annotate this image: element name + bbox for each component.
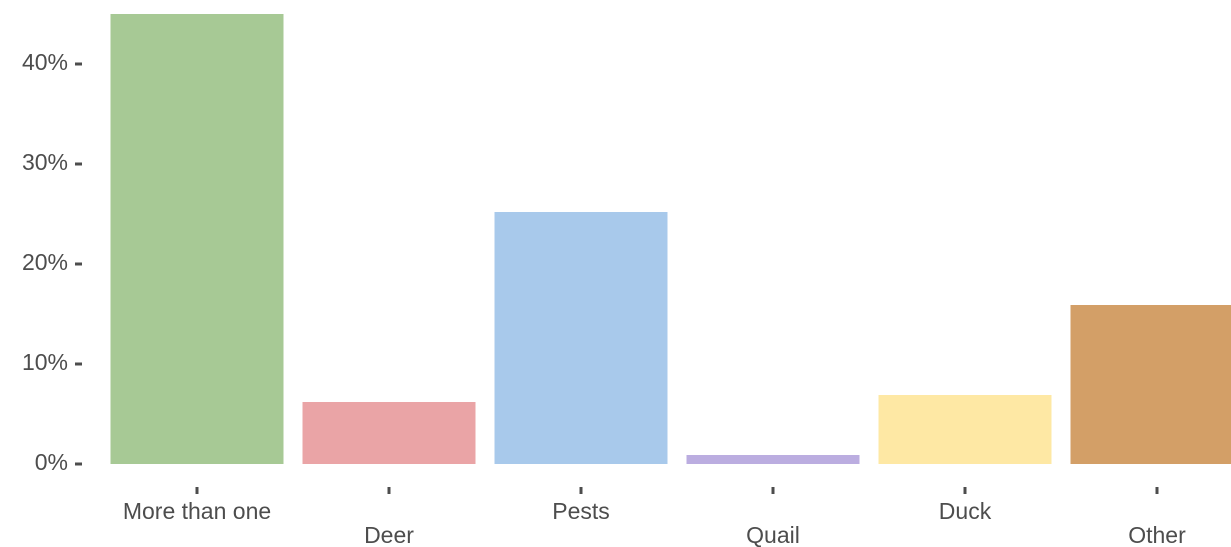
y-tick-label: 30% bbox=[22, 149, 68, 175]
x-tick-label: Duck bbox=[939, 498, 992, 524]
y-tick-label: 10% bbox=[22, 349, 68, 375]
x-tick-label: Pests bbox=[552, 498, 610, 524]
x-tick-label: Other bbox=[1128, 522, 1186, 547]
x-tick-label: Deer bbox=[364, 522, 414, 547]
bar bbox=[686, 455, 860, 464]
x-tick-label: More than one bbox=[123, 498, 271, 524]
y-tick-label: 40% bbox=[22, 49, 68, 75]
bar bbox=[302, 402, 476, 464]
y-tick-label: 20% bbox=[22, 249, 68, 275]
bar bbox=[878, 395, 1052, 464]
bar bbox=[494, 212, 668, 464]
bar bbox=[110, 14, 284, 464]
bar bbox=[1070, 305, 1231, 464]
y-tick-label: 0% bbox=[35, 449, 68, 475]
x-tick-label: Quail bbox=[746, 522, 800, 547]
